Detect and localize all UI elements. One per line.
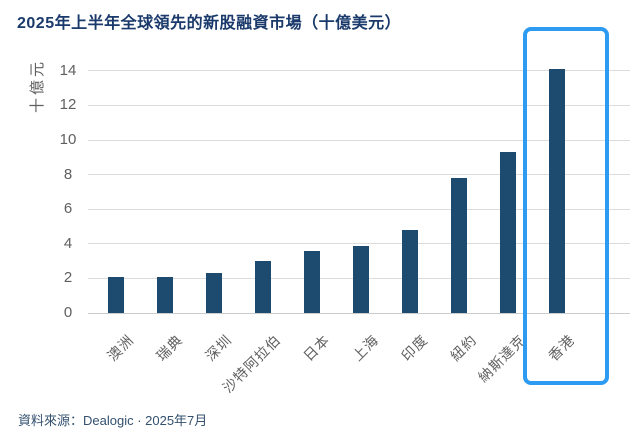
x-tick-label: 深圳: [202, 331, 235, 364]
bar: [304, 250, 320, 313]
gridline: [88, 243, 630, 245]
source-note: 資料來源：Dealogic · 2025年7月: [18, 413, 208, 428]
y-tick-label: 0: [63, 304, 73, 321]
bar: [255, 261, 271, 313]
bar: [549, 69, 565, 313]
y-tick-label: 14: [59, 61, 77, 79]
x-tick-label: 印度: [398, 331, 431, 364]
y-tick-label: 4: [63, 234, 73, 252]
bar: [157, 276, 173, 313]
y-tick-label: 6: [63, 200, 73, 218]
x-tick-label: 上海: [349, 331, 382, 364]
bar: [402, 229, 418, 313]
bar: [500, 152, 516, 313]
bar: [451, 178, 467, 313]
chart-title: 2025年上半年全球領先的新股融資市場（十億美元）: [17, 15, 402, 32]
x-tick-label: 紐約: [447, 331, 480, 364]
y-tick-label: 8: [63, 165, 73, 183]
gridline: [88, 139, 630, 141]
bar: [108, 276, 124, 313]
x-tick-label: 納斯達克: [474, 331, 529, 386]
x-tick-label: 澳洲: [104, 331, 137, 364]
x-tick-label: 日本: [300, 331, 333, 364]
y-tick-label: 2: [63, 269, 73, 287]
gridline: [88, 208, 630, 210]
y-tick-label: 10: [59, 131, 77, 148]
gridline: [88, 174, 630, 176]
bar: [353, 245, 369, 313]
x-tick-label: 瑞典: [153, 331, 186, 364]
bar: [206, 273, 222, 313]
gridline: [88, 104, 630, 106]
x-axis-baseline: [88, 312, 630, 314]
highlight-box: [523, 27, 609, 385]
gridline: [88, 70, 630, 72]
y-tick-label: 12: [59, 96, 77, 114]
